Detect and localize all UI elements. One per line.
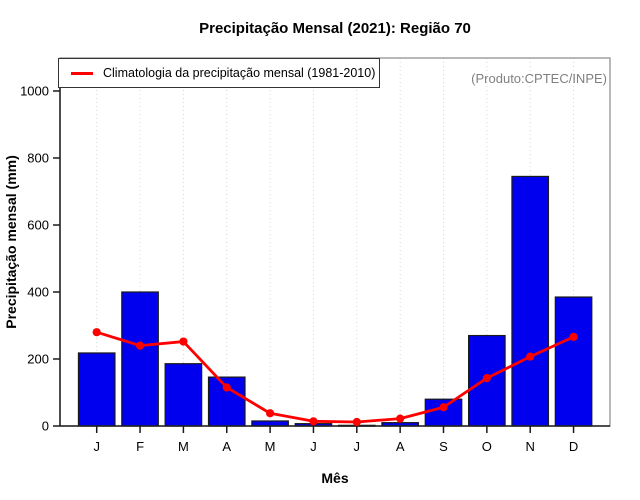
bar-J-0	[77, 352, 116, 427]
climatology-point-7	[396, 414, 405, 423]
climatology-point-3	[222, 383, 231, 392]
bar-F-1	[121, 291, 159, 427]
legend-line-sample	[71, 71, 93, 75]
climatology-point-9	[482, 373, 491, 383]
climatology-line	[96, 330, 575, 424]
y-axis-title: Precipitação mensal (mm)	[3, 155, 19, 329]
climatology-point-8	[439, 403, 448, 412]
y-tick-label-800: 800	[27, 151, 49, 166]
climatology-point-1	[135, 341, 145, 350]
x-tick-label-5: J	[310, 439, 317, 454]
y-tick-label-400: 400	[27, 285, 49, 300]
x-tick-label-7: A	[396, 439, 405, 454]
x-tick-label-3: A	[222, 439, 231, 454]
x-tick-label-4: M	[265, 439, 276, 454]
product-annotation: (Produto:CPTEC/INPE)	[471, 71, 607, 86]
bar-M-2	[164, 363, 203, 427]
x-tick-label-2: M	[178, 439, 189, 454]
climatology-point-6	[352, 417, 361, 427]
x-tick-label-1: F	[136, 439, 144, 454]
legend-label: Climatologia da precipitação mensal (198…	[103, 66, 376, 80]
climatology-point-4	[266, 409, 275, 418]
x-tick-label-8: S	[439, 439, 448, 454]
x-tick-label-9: O	[482, 439, 492, 454]
bar-D-11	[554, 296, 593, 427]
climatology-point-5	[309, 417, 318, 426]
x-tick-label-11: D	[569, 439, 578, 454]
bar-N-10	[511, 175, 550, 427]
y-tick-label-600: 600	[27, 218, 49, 233]
climatology-point-0	[92, 328, 101, 337]
bar-M-4	[251, 420, 289, 427]
climatology-point-2	[179, 337, 188, 346]
x-axis-title: Mês	[321, 470, 348, 486]
climatology-point-11	[569, 332, 578, 341]
y-tick-label-200: 200	[27, 352, 49, 367]
legend: Climatologia da precipitação mensal (198…	[58, 58, 380, 88]
x-tick-label-10: N	[526, 439, 535, 454]
y-tick-label-1000: 1000	[20, 84, 49, 99]
x-tick-label-6: J	[354, 439, 361, 454]
chart-title: Precipitação Mensal (2021): Região 70	[199, 20, 471, 37]
climatology-point-10	[526, 352, 535, 361]
y-tick-label-0: 0	[42, 419, 49, 434]
x-tick-label-0: J	[93, 439, 100, 454]
